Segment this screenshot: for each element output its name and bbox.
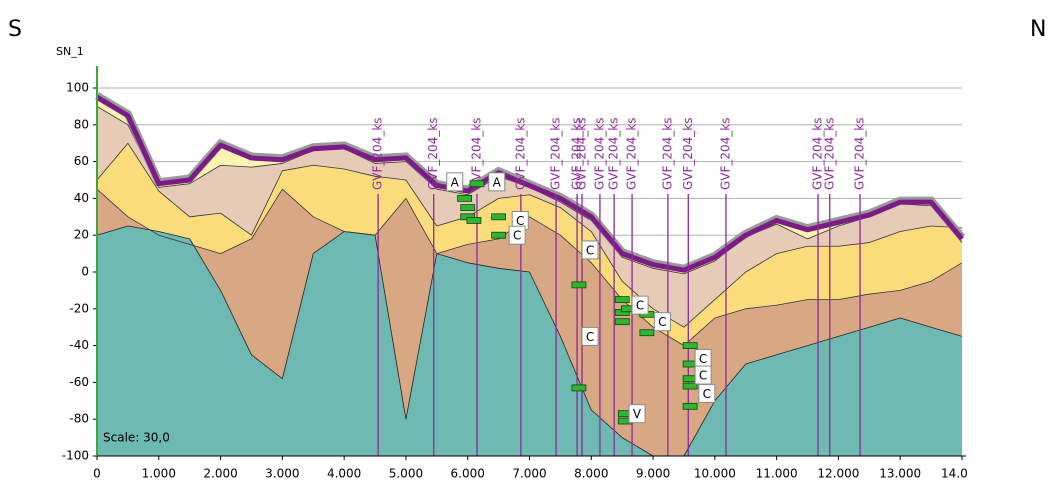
y-tick-label: 100	[66, 81, 89, 95]
tag-label: C	[586, 243, 594, 257]
well-label: GVF_204_ks	[592, 117, 606, 190]
south-label: S	[8, 17, 22, 42]
pick-marker	[682, 342, 698, 350]
y-tick-label: -80	[69, 412, 89, 426]
pick-marker	[491, 213, 507, 221]
tag-label: C	[658, 315, 666, 329]
tag-box	[653, 312, 671, 332]
x-tick-label: 5.000	[389, 467, 423, 481]
y-tick-label: 80	[74, 117, 89, 131]
x-tick-label: 9.000	[636, 467, 670, 481]
y-tick-label: -20	[69, 301, 89, 315]
well-label: GVF_204_ks	[371, 117, 385, 190]
x-tick-label: 6.000	[451, 467, 485, 481]
tag-box	[698, 383, 716, 403]
pick-marker	[457, 194, 473, 202]
x-tick-label: 3.000	[265, 467, 299, 481]
well-label: GVF_204_ks	[469, 117, 483, 190]
section-name: SN_1	[56, 45, 84, 58]
x-tick-label: 4.000	[327, 467, 361, 481]
tag-label: C	[703, 387, 711, 401]
well-label: GVF_204_ks	[681, 117, 695, 190]
x-tick-label: 2.000	[203, 467, 237, 481]
pick-marker	[571, 281, 587, 289]
y-tick-label: 20	[74, 228, 89, 242]
north-label: N	[1030, 17, 1046, 42]
well-label: GVF_204_ks	[853, 117, 867, 190]
tag-box	[631, 295, 649, 315]
tag-label: C	[513, 229, 521, 243]
tag-label: A	[493, 175, 502, 189]
pick-marker	[571, 384, 587, 392]
tag-box	[488, 172, 506, 192]
pick-marker	[614, 318, 630, 326]
tag-box	[446, 172, 464, 192]
pick-marker	[682, 382, 698, 390]
well-label: GVF_204_ks	[660, 117, 674, 190]
well-label: GVF_204_ks	[570, 117, 584, 190]
pick-marker	[614, 296, 630, 304]
y-tick-label: -60	[69, 375, 89, 389]
well-label: GVF_204_ks	[625, 117, 639, 190]
well-label: GVF_204_ks	[426, 117, 440, 190]
tag-box	[581, 240, 599, 260]
pick-marker	[682, 402, 698, 410]
tag-box	[581, 326, 599, 346]
x-tick-label: 14.000	[941, 467, 983, 481]
tag-label: C	[699, 352, 707, 366]
x-tick-label: 0	[93, 467, 101, 481]
pick-marker	[466, 217, 482, 224]
tag-label: A	[451, 175, 460, 189]
x-tick-label: 10.000	[694, 467, 736, 481]
plot-clip: 0 1.000 2.000 3.000 4.000 5.000 6.000 7.000 8.00…	[93, 467, 983, 481]
y-tick-label: -40	[69, 338, 89, 352]
x-tick-label: 1.000	[142, 467, 176, 481]
x-tick-label: 12.000	[817, 467, 859, 481]
pick-marker	[469, 180, 485, 188]
well-label: GVF_204_ks	[607, 117, 621, 190]
x-tick-label: 7.000	[512, 467, 546, 481]
pick-marker	[460, 204, 476, 212]
y-tick-label: 0	[81, 265, 89, 279]
well-label: GVF_204_ks	[718, 117, 732, 190]
tag-label: C	[586, 330, 594, 344]
y-tick-label: 40	[74, 191, 89, 205]
layer-fill	[97, 226, 962, 456]
scale-note: Scale: 30,0	[103, 431, 170, 445]
well-label: GVF_204_ks	[513, 117, 527, 190]
well-label: GVF_204_ks	[822, 117, 836, 190]
pick-marker	[639, 329, 655, 337]
well-label: GVF_204_ks	[549, 117, 563, 190]
well-label: GVF_204_ks	[811, 117, 825, 190]
pick-marker	[491, 231, 507, 239]
x-tick-label: 8.000	[574, 467, 608, 481]
tag-box	[628, 404, 646, 424]
tag-label: C	[636, 299, 644, 313]
x-tick-label: 11.000	[756, 467, 798, 481]
tag-box	[508, 225, 526, 245]
x-tick-label: 13.000	[879, 467, 921, 481]
tag-label: V	[633, 407, 642, 421]
y-tick-label: 60	[74, 154, 89, 168]
tag-label: C	[516, 214, 524, 228]
tag-label: C	[699, 369, 707, 383]
well-label: GVF_204_ks	[575, 117, 589, 190]
y-tick-label: -100	[62, 449, 89, 463]
